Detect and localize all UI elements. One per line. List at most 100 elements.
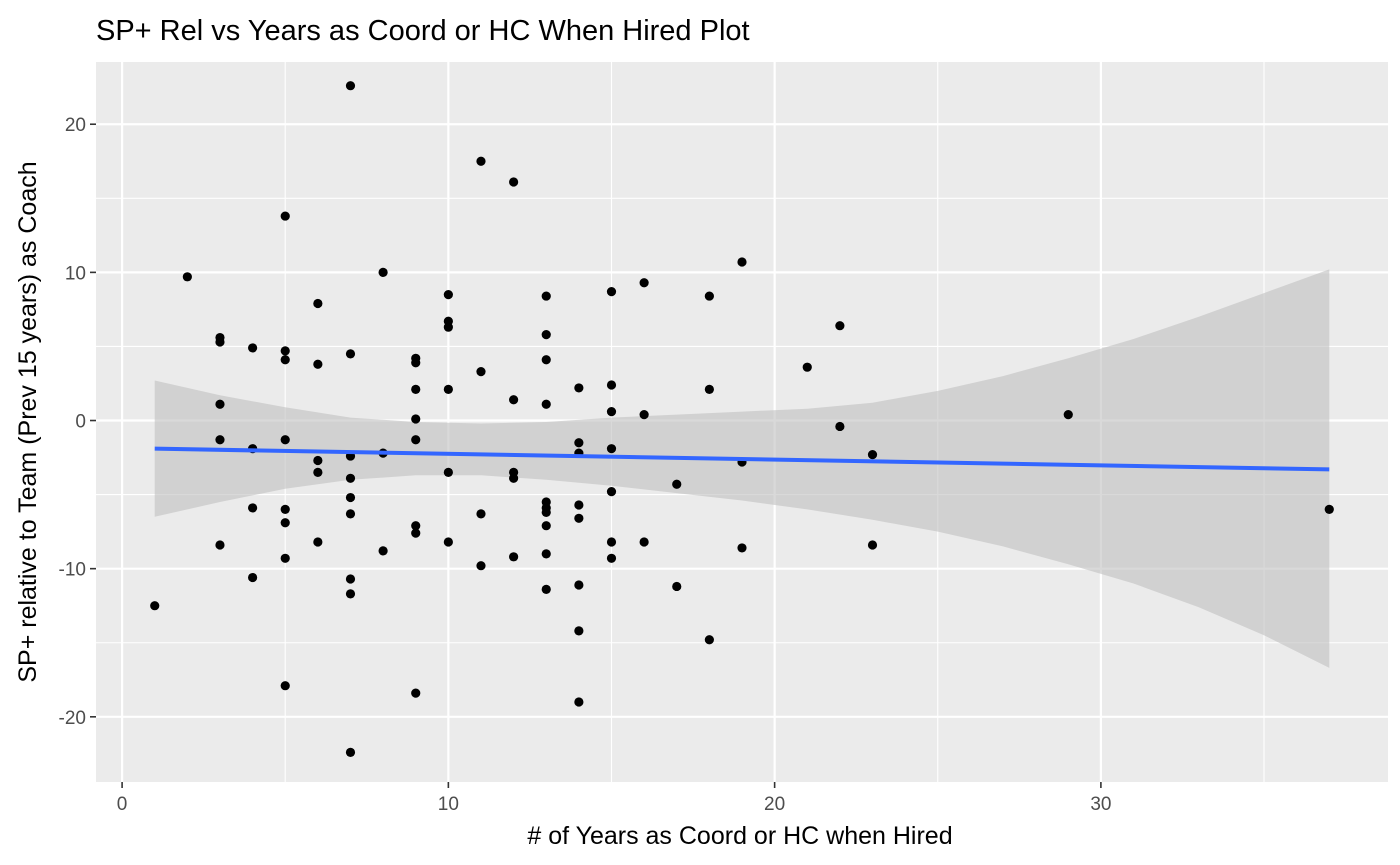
data-point [574, 697, 584, 707]
data-point [835, 321, 845, 331]
data-point [280, 346, 290, 356]
data-point [606, 537, 617, 547]
data-point [639, 537, 649, 547]
data-point [345, 589, 356, 599]
data-point [280, 504, 290, 515]
y-tick-label: 10 [65, 263, 86, 284]
data-point [280, 211, 290, 221]
confidence-band [154, 269, 1330, 668]
data-point [248, 343, 258, 353]
data-point [215, 399, 225, 409]
data-point [574, 383, 584, 393]
data-point [313, 537, 323, 547]
y-tick-label: 0 [75, 412, 86, 433]
data-point [639, 409, 649, 420]
data-point [411, 688, 421, 698]
data-point [345, 81, 356, 91]
x-tick-labels: 0 10 20 30 [117, 794, 1112, 815]
data-point [639, 278, 649, 288]
data-point [606, 553, 617, 563]
data-point [411, 358, 421, 368]
data-point [704, 635, 714, 645]
data-point [313, 359, 323, 369]
data-point [313, 467, 323, 477]
chart-title: SP+ Rel vs Years as Coord or HC When Hir… [96, 15, 750, 47]
data-point [704, 384, 714, 395]
data-point [574, 513, 584, 523]
data-point [215, 337, 225, 347]
data-point [345, 349, 356, 359]
data-point [411, 435, 421, 445]
data-point [411, 384, 421, 395]
x-tick-label: 0 [117, 794, 128, 815]
data-point [802, 362, 812, 372]
data-point [443, 467, 453, 477]
data-point [476, 156, 486, 166]
axis-ticks [90, 123, 1102, 788]
data-point [509, 395, 519, 405]
data-point [672, 479, 682, 489]
data-point [345, 747, 356, 757]
data-point [443, 322, 453, 332]
data-point [313, 298, 323, 309]
data-point [509, 473, 519, 483]
data-point [606, 444, 617, 454]
y-tick-label: -20 [59, 708, 86, 729]
x-tick-label: 20 [764, 794, 785, 815]
data-point [411, 521, 421, 531]
data-point [345, 574, 356, 584]
data-point [248, 572, 258, 583]
data-point [606, 380, 617, 390]
regression-line [154, 446, 1330, 472]
data-point [215, 435, 225, 445]
y-axis-title: SP+ relative to Team (Prev 15 years) as … [14, 161, 42, 682]
data-point [737, 257, 747, 267]
data-point [606, 407, 617, 417]
data-point [443, 384, 453, 395]
data-point [509, 552, 519, 562]
data-point [378, 546, 388, 556]
data-point [867, 449, 878, 460]
data-point [541, 521, 551, 531]
data-point [280, 681, 290, 691]
x-tick-label: 30 [1090, 794, 1111, 815]
data-point [541, 584, 551, 595]
data-point [672, 581, 682, 592]
data-point [378, 267, 388, 277]
data-point [509, 177, 519, 187]
x-axis-title: # of Years as Coord or HC when Hired [527, 822, 952, 850]
data-point [215, 540, 225, 550]
y-tick-label: -10 [59, 560, 86, 581]
data-point [541, 507, 551, 517]
data-point [345, 492, 356, 503]
data-points [150, 81, 1334, 757]
data-point [574, 580, 584, 590]
data-point [541, 329, 551, 340]
data-point [476, 561, 486, 571]
data-point [574, 500, 584, 510]
data-point [541, 355, 551, 365]
data-point [1324, 504, 1334, 515]
data-point [313, 455, 323, 466]
data-point [606, 287, 617, 297]
data-point [867, 540, 878, 550]
data-point [443, 289, 453, 300]
data-point [280, 355, 290, 365]
data-point [411, 414, 421, 424]
data-point [835, 421, 845, 432]
data-point [345, 473, 356, 483]
data-point [280, 553, 290, 563]
data-point [541, 549, 551, 559]
data-point [541, 399, 551, 409]
data-point [574, 626, 584, 636]
data-point [704, 291, 714, 301]
y-tick-label: 20 [65, 115, 86, 136]
data-point [1063, 409, 1073, 420]
data-point [411, 528, 421, 538]
data-point [476, 509, 486, 519]
data-point [280, 518, 290, 528]
data-point [606, 487, 617, 497]
data-point [737, 543, 747, 553]
data-point [182, 272, 192, 282]
